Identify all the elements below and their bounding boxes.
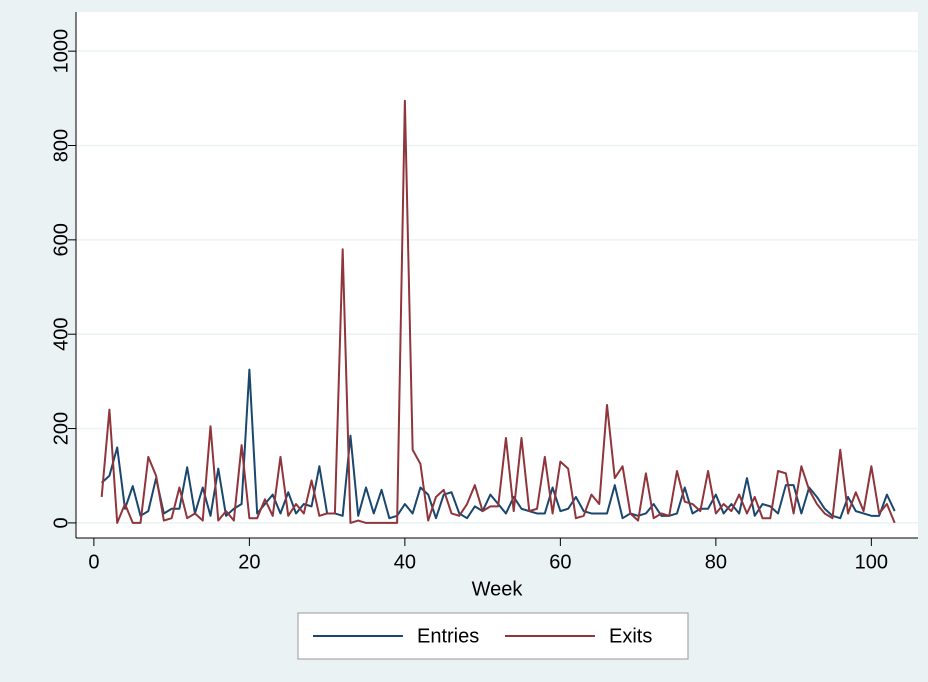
x-tick-label: 60	[549, 551, 571, 573]
x-tick-label: 100	[855, 551, 888, 573]
y-tick-label: 200	[50, 412, 72, 445]
y-tick-label: 0	[50, 517, 72, 528]
x-axis-title: Week	[472, 578, 524, 600]
y-tick-label: 600	[50, 223, 72, 256]
y-tick-label: 1000	[50, 29, 72, 73]
x-tick-label: 80	[705, 551, 727, 573]
legend-label: Exits	[609, 625, 652, 647]
legend-label: Entries	[417, 625, 479, 647]
x-tick-label: 0	[88, 551, 99, 573]
x-tick-label: 40	[394, 551, 416, 573]
series-line	[100, 99, 896, 524]
x-tick-label: 20	[238, 551, 260, 573]
y-tick-label: 800	[50, 129, 72, 162]
plot-area	[76, 12, 918, 538]
y-tick-label: 400	[50, 318, 72, 351]
